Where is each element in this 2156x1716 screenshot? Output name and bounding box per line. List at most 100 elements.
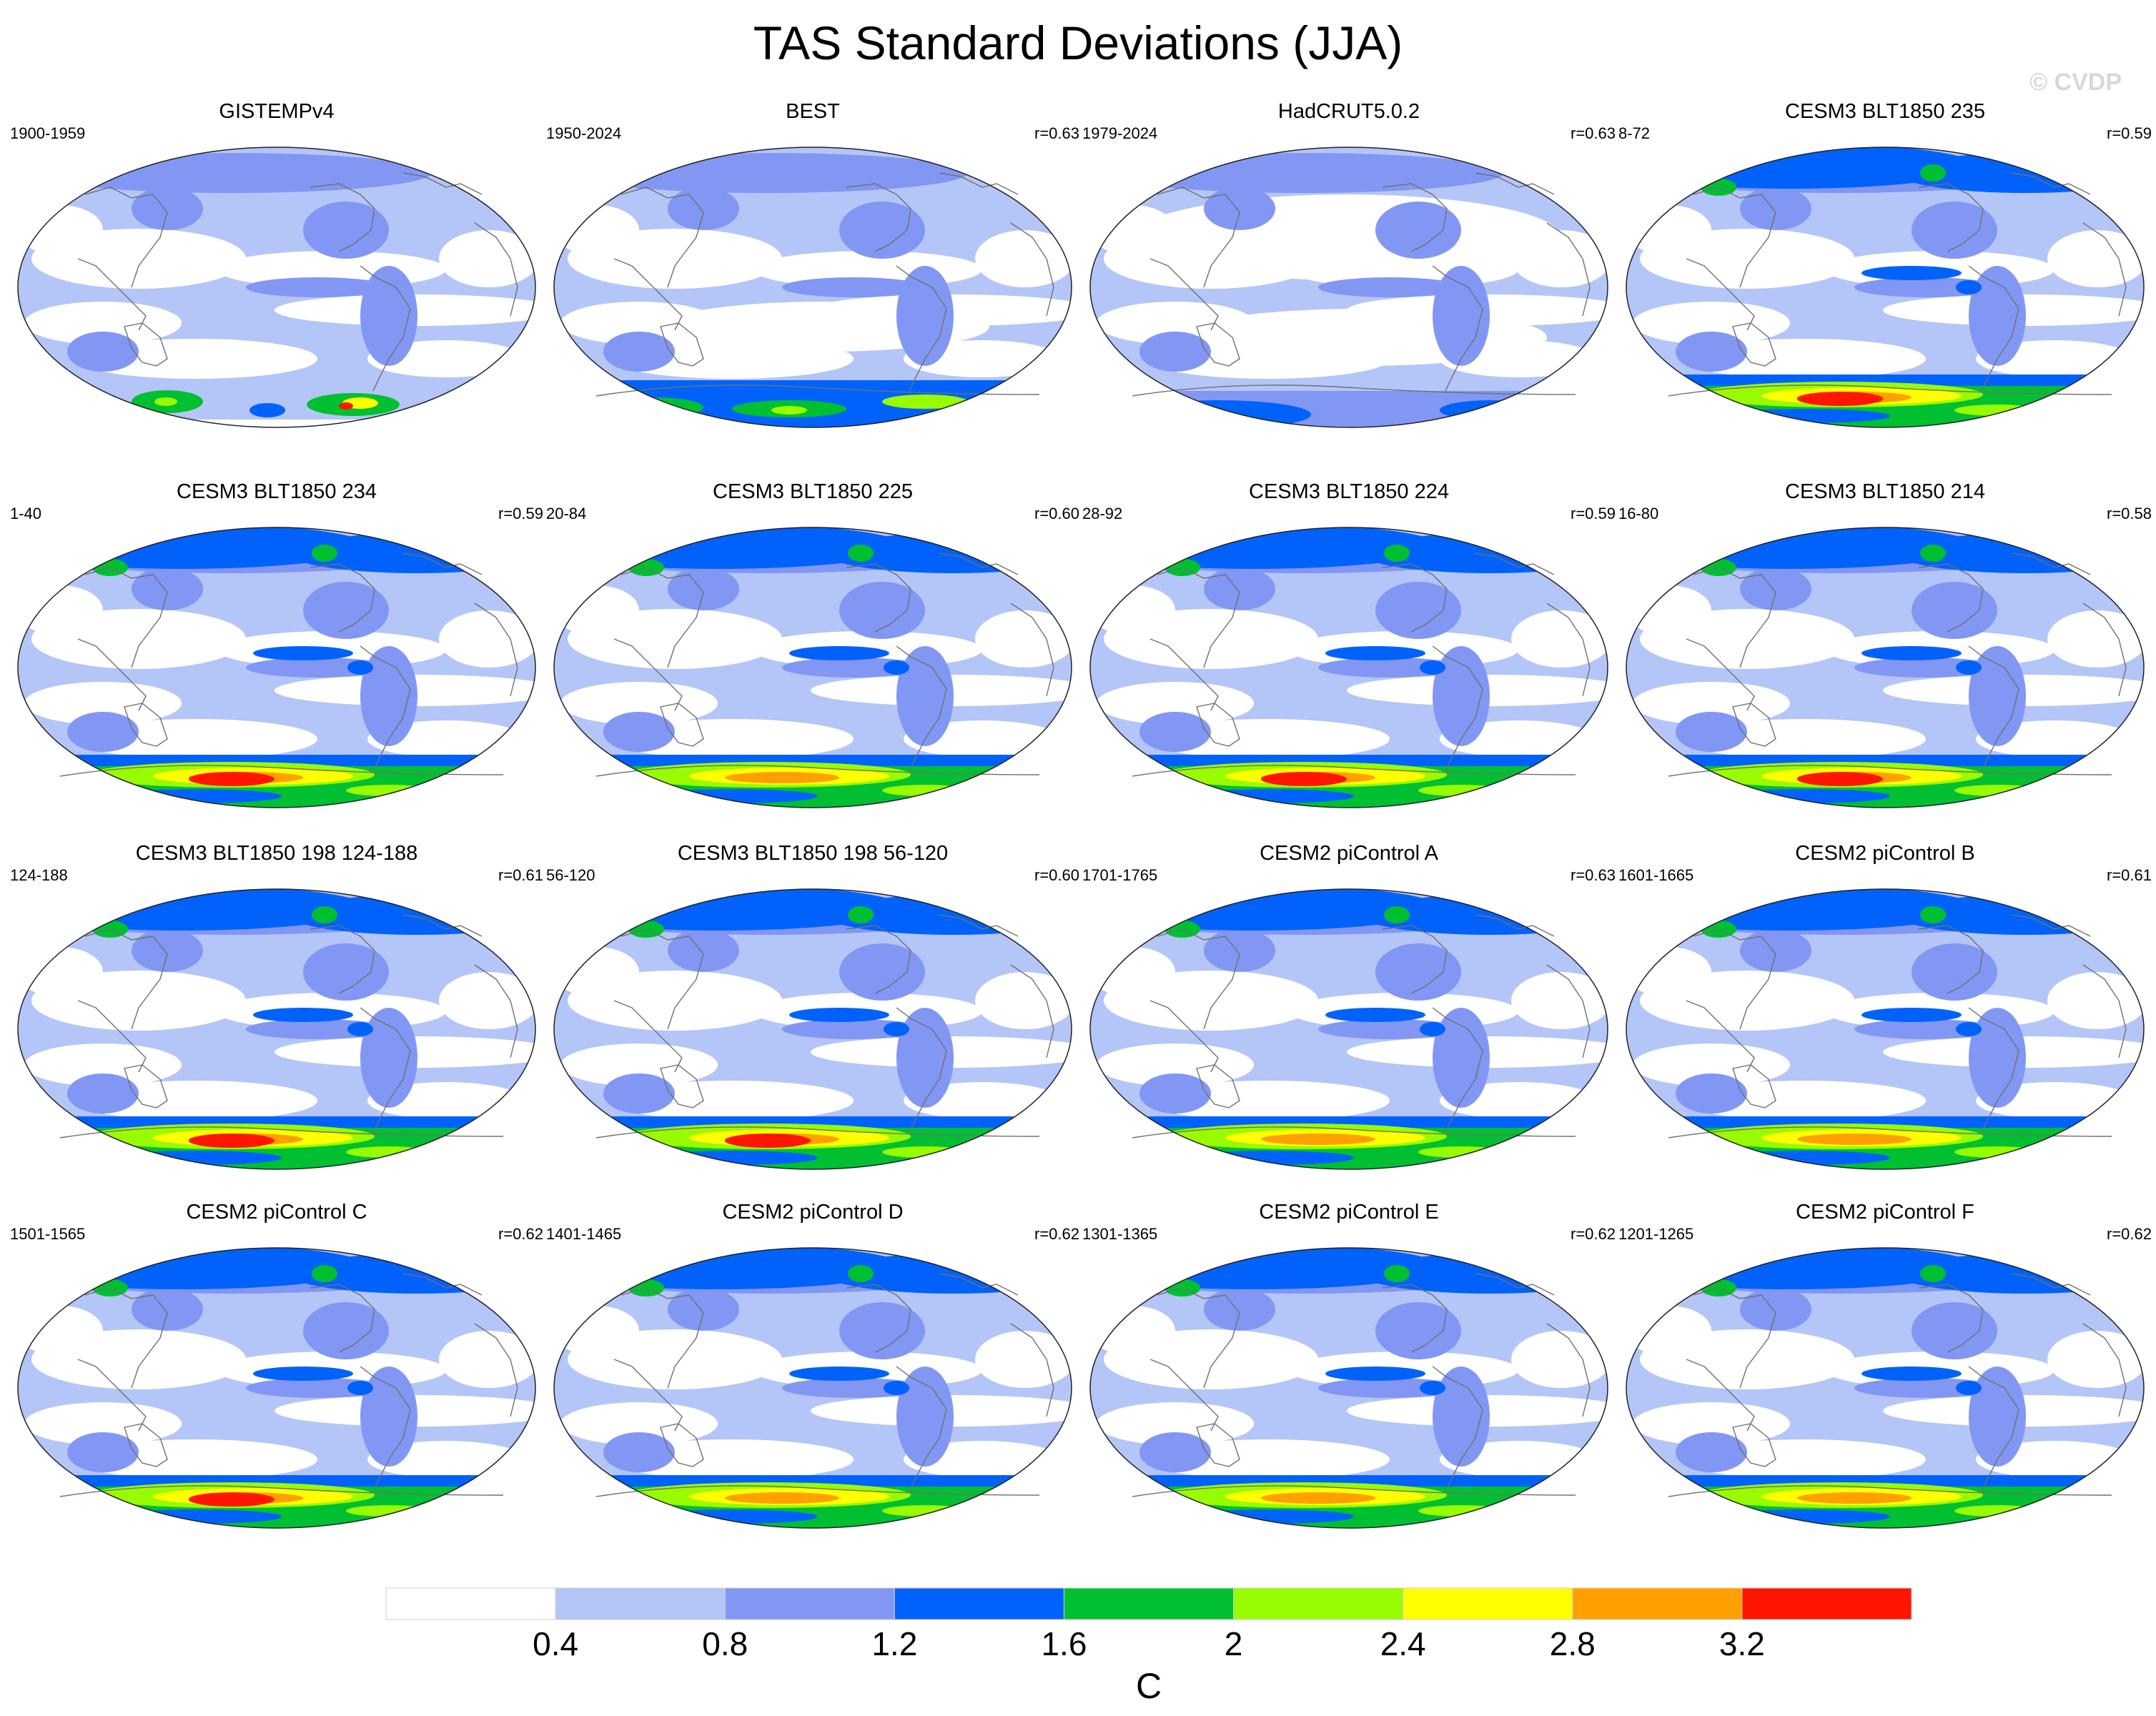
coastline [660, 703, 704, 747]
panel-title: CESM3 BLT1850 224 [1249, 480, 1449, 503]
coastline [1546, 964, 1591, 1058]
map-panel: CESM3 BLT1850 225 20-84 r=0.60 [545, 480, 1081, 838]
field-southern-peak [189, 1492, 275, 1507]
antarctic-coast [59, 1126, 504, 1139]
colorbar-box [1741, 1587, 1912, 1620]
coastline [1732, 1064, 1776, 1109]
coastline [1432, 1007, 1483, 1134]
field-mid [1676, 1073, 1747, 1114]
panel-title: CESM3 BLT1850 214 [1785, 480, 1985, 503]
antarctic-coast [1132, 765, 1576, 777]
coastline [2011, 1273, 2091, 1296]
coastline [402, 172, 483, 195]
field-mid [303, 943, 389, 1001]
field-peak [848, 545, 874, 562]
field-high [1956, 280, 1982, 294]
coastline [124, 1064, 168, 1109]
field-low-band [1883, 1036, 2144, 1068]
world-map [553, 147, 1072, 428]
coastline [1693, 1287, 1776, 1389]
globe-outline [553, 888, 1072, 1170]
field-high [347, 1022, 373, 1036]
coastline [1382, 1284, 1448, 1353]
field-southern-peak [1797, 1492, 1912, 1504]
coastlines [1668, 1273, 2127, 1497]
field-mid [668, 1288, 739, 1331]
coastlines [1668, 552, 2127, 777]
panel-period: 1979-2024 [1082, 124, 1158, 142]
panel-correlation: r=0.62 [1034, 1225, 1079, 1243]
field-southern-peak [882, 395, 968, 409]
colorbar-tick-label: 0.8 [702, 1625, 748, 1662]
field-mid [603, 1432, 675, 1472]
panel-period: 1950-2024 [546, 124, 622, 142]
field-low-band [811, 675, 1072, 706]
field-low-band [1883, 1395, 2144, 1427]
globe-outline [17, 1247, 536, 1529]
field-mid [132, 1288, 203, 1331]
coastline [1968, 1366, 2019, 1492]
field-mid [1139, 1432, 1211, 1472]
field-southern-peak [1261, 772, 1347, 786]
coastlines [1132, 172, 1591, 397]
coastline [1475, 914, 1555, 937]
field-southern-peak [189, 1134, 275, 1148]
field-peak [312, 1265, 337, 1282]
field-high [789, 646, 889, 660]
field-high [1861, 646, 1962, 660]
panel-title: CESM2 piControl F [1796, 1201, 1974, 1224]
field-low-band [1347, 1395, 1608, 1427]
field-high [253, 1008, 353, 1022]
panel-period: 1900-1959 [10, 124, 86, 142]
coastline [613, 258, 683, 331]
panel-period: 1601-1665 [1618, 866, 1694, 884]
coastline [84, 187, 168, 288]
field-mid [839, 202, 925, 259]
field-peak [848, 906, 874, 923]
field-high [1420, 1022, 1445, 1036]
globe-outline [1089, 147, 1608, 428]
field-mid [668, 187, 739, 230]
coastline [1432, 1366, 1483, 1492]
watermark: © CVDP [2029, 69, 2122, 96]
coastline [2011, 914, 2091, 937]
coastline [896, 1007, 947, 1134]
field-mid [1204, 1288, 1275, 1331]
field-peak [1920, 545, 1946, 562]
field-mid [1740, 1288, 1811, 1331]
field-high [1325, 646, 1425, 660]
field-mid [303, 1302, 389, 1359]
panel-title: CESM3 BLT1850 198 124-188 [135, 842, 418, 865]
field-mid [303, 582, 389, 639]
colorbar-box [555, 1587, 726, 1620]
map-panel: CESM2 piControl A 1701-1765 r=0.63 [1081, 842, 1617, 1199]
coastline [1157, 1287, 1240, 1389]
coastline [1010, 1323, 1054, 1417]
coastline [1546, 222, 1591, 317]
coastline [939, 552, 1019, 575]
coastline [360, 1007, 411, 1134]
coastline [77, 638, 147, 711]
map-panel: CESM2 piControl E 1301-1365 r=0.62 [1081, 1201, 1617, 1558]
field-mid [1204, 929, 1275, 972]
coastline [846, 563, 911, 633]
world-map [17, 888, 536, 1170]
field-high [253, 646, 353, 660]
colorbar-box [724, 1587, 895, 1620]
panel-title: BEST [786, 100, 840, 123]
coastline [1686, 1359, 1755, 1432]
map-panel: CESM2 piControl C 1501-1565 r=0.62 [9, 1201, 545, 1558]
panel-title: CESM2 piControl A [1260, 842, 1438, 865]
coastline [77, 258, 147, 331]
coastline [1432, 645, 1483, 772]
map-panel: CESM3 BLT1850 214 16-80 r=0.58 [1617, 480, 2153, 838]
coastline [1686, 638, 1755, 711]
coastline [896, 645, 947, 772]
field-low-band [1883, 675, 2144, 706]
field-peak [1384, 545, 1410, 562]
world-map [1089, 527, 1608, 808]
field-peak [1920, 906, 1946, 923]
field-peak [1384, 1265, 1410, 1282]
coastline [1010, 964, 1054, 1058]
panel-period: 1301-1365 [1082, 1225, 1158, 1243]
